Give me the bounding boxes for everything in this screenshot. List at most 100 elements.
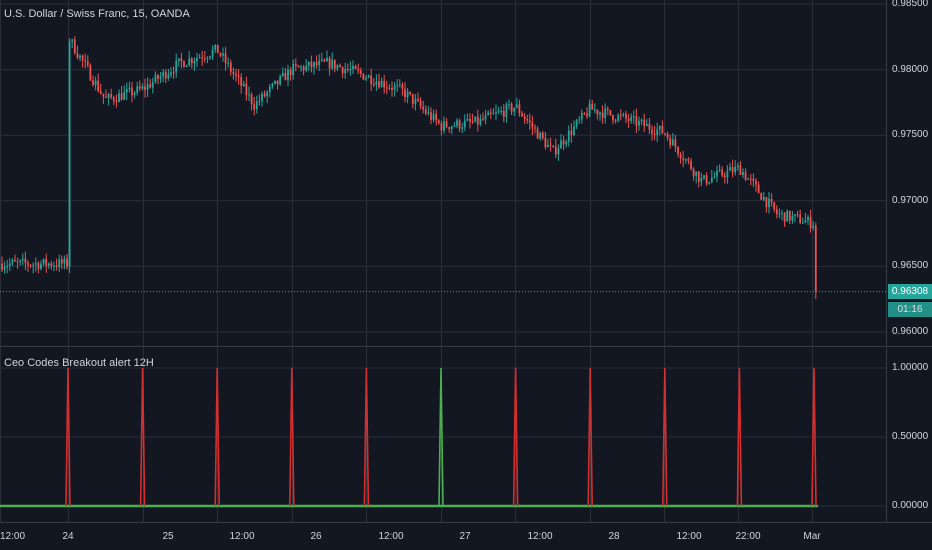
candle-body <box>45 258 48 266</box>
candle-body <box>313 62 315 68</box>
indicator-spike <box>587 367 593 507</box>
candle-body <box>627 118 630 121</box>
candle-body <box>593 109 596 111</box>
candle-body <box>27 262 29 266</box>
candle-body <box>385 87 388 89</box>
candle-body <box>656 129 659 135</box>
candle-body <box>336 65 339 69</box>
candle-body <box>578 119 581 121</box>
candle-body <box>297 65 300 68</box>
candle-body <box>450 126 453 130</box>
candle-body <box>354 65 357 69</box>
candle-body <box>505 104 508 117</box>
candle-body <box>372 84 375 86</box>
bar-countdown-badge: 01:16 <box>888 301 932 317</box>
candle-body <box>619 115 622 117</box>
candle-body <box>357 68 360 71</box>
candle-body <box>34 263 37 265</box>
candle-body <box>24 258 27 263</box>
candle-body <box>661 125 664 134</box>
candle-body <box>159 76 162 80</box>
candle-body <box>276 80 279 85</box>
candle-body <box>388 87 391 89</box>
candle-body <box>146 84 149 90</box>
candle-body <box>440 123 443 131</box>
candle-body <box>479 118 482 125</box>
candle-body <box>404 88 406 98</box>
candle-body <box>703 175 705 179</box>
candle-body <box>253 104 256 110</box>
candle-body <box>391 88 393 90</box>
candle-body <box>788 210 791 221</box>
candle-body <box>794 214 796 216</box>
candle-body <box>268 86 271 92</box>
candle-body <box>549 144 552 146</box>
time-axis-label: 26 <box>310 531 322 542</box>
candle-body <box>648 123 651 130</box>
candle-body <box>760 193 763 200</box>
time-axis-label: 12:00 <box>527 531 553 542</box>
candle-body <box>300 66 302 68</box>
candle-body <box>68 41 71 267</box>
candle-body <box>99 90 102 94</box>
candle-body <box>713 176 716 178</box>
candle-body <box>417 98 419 101</box>
candle-body <box>73 39 76 54</box>
candle-body <box>50 263 53 267</box>
candle-body <box>469 118 471 122</box>
price-axis-label: 0.97000 <box>892 194 929 206</box>
candle-body <box>666 133 669 138</box>
candle-body <box>679 154 682 159</box>
candle-body <box>749 178 752 180</box>
candle-body <box>154 75 157 83</box>
candle-body <box>328 58 331 69</box>
candle-body <box>60 259 63 264</box>
candle-body <box>94 80 97 85</box>
price-axis-label: 0.98000 <box>892 63 929 75</box>
candle-body <box>378 81 380 88</box>
candle-body <box>177 58 180 61</box>
indicator-spike <box>662 367 668 507</box>
candle-body <box>755 181 757 185</box>
candle-body <box>583 112 586 114</box>
candle-body <box>734 166 737 173</box>
candle-body <box>723 175 726 178</box>
candle-body <box>406 91 409 98</box>
candle-body <box>398 84 401 86</box>
candle-body <box>448 127 451 130</box>
candle-body <box>250 94 253 105</box>
candle-body <box>591 103 594 110</box>
candle-body <box>617 115 620 121</box>
candle-body <box>791 215 794 221</box>
candle-body <box>606 108 609 110</box>
indicator-spike <box>363 367 370 507</box>
time-axis-label: 12:00 <box>676 531 702 542</box>
candle-body <box>235 73 237 76</box>
candle-body <box>729 167 731 171</box>
candle-body <box>677 147 679 155</box>
candle-body <box>97 80 100 91</box>
candle-body <box>136 86 139 93</box>
candle-body <box>528 120 531 123</box>
candle-body <box>206 57 209 59</box>
candle-body <box>14 260 16 262</box>
candle-body <box>359 70 362 74</box>
candle-body <box>375 81 378 85</box>
candle-body <box>266 91 269 97</box>
indicator-spike <box>289 367 295 507</box>
candle-body <box>53 265 55 267</box>
candle-body <box>474 116 477 122</box>
candle-body <box>674 139 677 148</box>
candle-body <box>466 118 469 121</box>
candle-body <box>310 61 313 68</box>
candle-body <box>456 120 458 126</box>
candle-body <box>209 56 211 58</box>
candle-body <box>318 60 321 66</box>
candle-body <box>684 159 687 161</box>
candle-body <box>331 59 334 69</box>
candle-body <box>183 61 185 68</box>
candle-body <box>110 94 113 98</box>
candle-body <box>773 202 776 210</box>
candle-body <box>523 116 526 119</box>
